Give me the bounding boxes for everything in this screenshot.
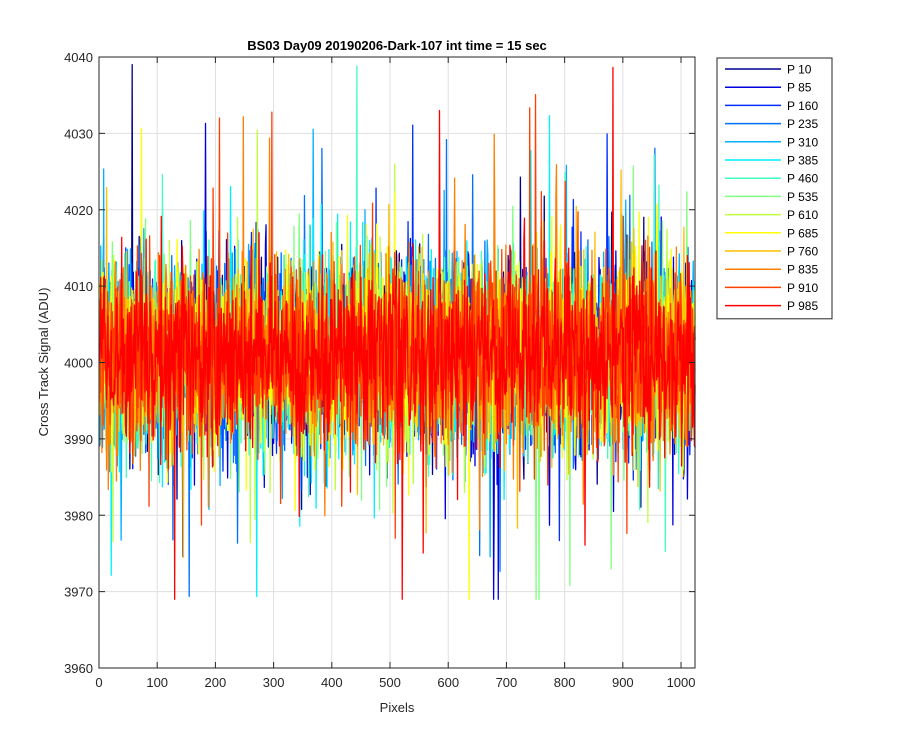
chart-title: BS03 Day09 20190206-Dark-107 int time = … (247, 38, 547, 53)
legend[interactable]: P 10 P 85 P 160 P 235 P 310 P 385 P 460 P 535 P … (716, 57, 833, 320)
x-tick-label: 300 (263, 675, 285, 690)
y-tick-label: 4010 (64, 279, 93, 294)
x-axis-label: Pixels (380, 700, 415, 715)
legend-entry-label: P 85 (787, 81, 812, 95)
legend-box (716, 57, 833, 320)
y-tick-label: 4020 (64, 203, 93, 218)
x-tick-label: 100 (146, 675, 168, 690)
legend-entry-label: P 760 (787, 245, 818, 259)
series-line (98, 93, 696, 539)
legend-entry-label: P 835 (787, 263, 818, 277)
x-tick-label: 900 (612, 675, 634, 690)
x-tick-label: 600 (437, 675, 459, 690)
legend-entry-label: P 385 (787, 154, 818, 168)
x-tick-label: 0 (95, 675, 102, 690)
legend-entry-label: P 460 (787, 172, 818, 186)
x-tick-label: 500 (379, 675, 401, 690)
y-tick-label: 3970 (64, 585, 93, 600)
legend-entry-label: P 10 (787, 63, 812, 77)
x-tick-label: 200 (205, 675, 227, 690)
y-tick-label: 3960 (64, 661, 93, 676)
y-tick-label: 3980 (64, 508, 93, 523)
legend-entry-label: P 610 (787, 208, 818, 222)
series-line (98, 66, 696, 600)
y-axis-label: Cross Track Signal (ADU) (36, 288, 51, 437)
y-tick-label: 3990 (64, 432, 93, 447)
legend-entry-label: P 985 (787, 299, 818, 313)
legend-entry-label: P 535 (787, 190, 818, 204)
legend-entry-label: P 310 (787, 135, 818, 149)
x-tick-label: 700 (496, 675, 518, 690)
x-tick-label: 800 (554, 675, 576, 690)
y-tick-label: 4000 (64, 356, 93, 371)
x-tick-label: 400 (321, 675, 343, 690)
y-tick-label: 4040 (64, 50, 93, 65)
legend-entry-label: P 910 (787, 281, 818, 295)
legend-entry-label: P 160 (787, 99, 818, 113)
x-tick-label: 1000 (667, 675, 696, 690)
series-layer (98, 63, 696, 600)
y-tick-label: 4030 (64, 126, 93, 141)
tick-layer: 0 100 200 300 400 500 600 700 800 900 1000 3960 3970… (64, 50, 695, 690)
legend-entry-label: P 235 (787, 117, 818, 131)
legend-entry-label: P 685 (787, 226, 818, 240)
